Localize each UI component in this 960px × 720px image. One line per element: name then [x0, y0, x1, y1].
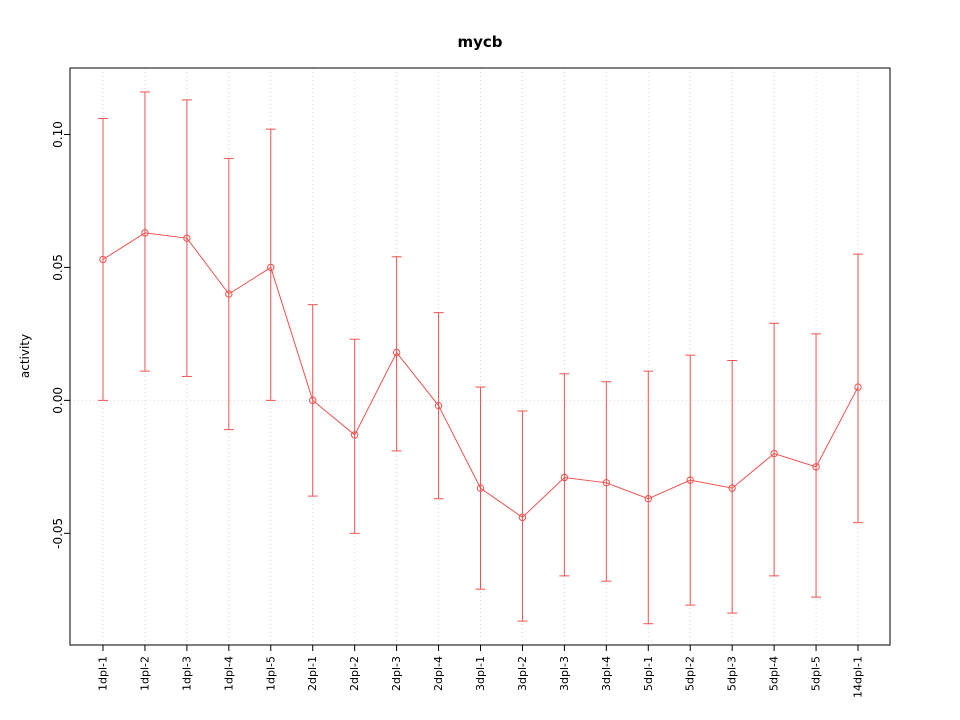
x-tick-label: 3dpl-2 [516, 656, 529, 691]
data-point [434, 401, 443, 410]
x-tick-label: 5dpl-1 [642, 656, 655, 691]
x-tick-label: 2dpl-3 [390, 656, 403, 691]
y-tick-label: 0.05 [51, 254, 65, 281]
data-point [267, 263, 275, 272]
x-tick-label: 3dpl-1 [474, 656, 487, 691]
x-tick-label: 14dpl-1 [852, 656, 865, 698]
x-tick-label: 1dpl-3 [180, 656, 193, 691]
data-point [518, 513, 527, 522]
data-point [392, 348, 401, 357]
x-tick-label: 5dpl-5 [810, 656, 823, 691]
x-tick-label: 1dpl-4 [222, 656, 235, 691]
x-tick-label: 3dpl-3 [558, 656, 571, 691]
data-point [602, 479, 611, 487]
y-tick-label: 0.00 [51, 387, 65, 414]
data-point [225, 290, 233, 298]
data-point [141, 229, 149, 237]
data-point [476, 484, 485, 492]
data-point [309, 396, 317, 405]
data-point [770, 449, 778, 458]
y-tick-label: 0.10 [51, 121, 65, 148]
data-point [728, 484, 736, 492]
x-tick-label: 1dpl-2 [138, 656, 151, 691]
x-tick-label: 1dpl-1 [97, 656, 110, 691]
x-tick-label: 5dpl-4 [768, 656, 781, 691]
x-tick-label: 3dpl-4 [600, 656, 613, 691]
x-tick-label: 2dpl-4 [432, 656, 445, 691]
x-tick-label: 5dpl-2 [684, 656, 697, 691]
x-tick-label: 2dpl-1 [306, 656, 319, 691]
y-tick-label: -0.05 [51, 518, 65, 549]
data-point [686, 476, 694, 484]
x-tick-label: 1dpl-5 [264, 656, 277, 691]
data-point [812, 463, 820, 471]
data-point [183, 234, 191, 242]
data-point [854, 383, 862, 391]
data-point [350, 431, 359, 439]
x-tick-label: 2dpl-2 [348, 656, 361, 691]
data-point [560, 473, 569, 482]
data-point [644, 495, 652, 503]
data-line [102, 232, 859, 519]
data-point [99, 255, 107, 264]
x-tick-label: 5dpl-3 [726, 656, 739, 691]
chart-title: mycb [457, 33, 503, 51]
